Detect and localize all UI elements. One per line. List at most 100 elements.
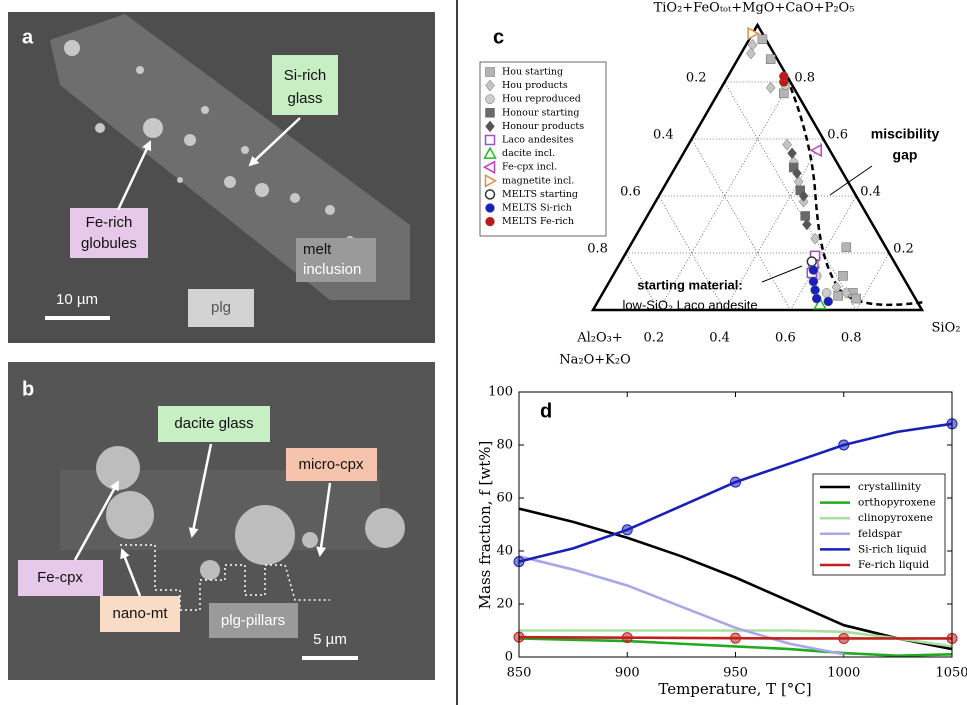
point: [730, 632, 741, 644]
grid-line: [790, 195, 857, 311]
globules: [64, 40, 354, 244]
point: [747, 26, 760, 41]
point: [798, 190, 809, 202]
label: Si-rich: [284, 67, 327, 84]
legend-box: [812, 473, 946, 576]
annotation: starting material:: [637, 277, 742, 292]
crystals: [96, 446, 405, 580]
x-tick-label: 850: [507, 666, 532, 681]
apex-label: TiO₂+FeOₜₒₜ+MgO+CaO+P₂O₅: [654, 1, 855, 16]
y-tick-label: 0: [505, 650, 513, 665]
tick-label: 0.4: [653, 128, 674, 143]
label: Fe-rich: [86, 214, 133, 231]
point: [808, 276, 819, 287]
tick-label: 0.6: [827, 128, 848, 143]
point: [765, 54, 776, 64]
arrow: [120, 548, 142, 597]
panel-letter: b: [22, 378, 34, 400]
label-box: [286, 448, 377, 481]
annotation-line: [761, 265, 803, 283]
label-box: [209, 603, 298, 638]
point: [831, 281, 842, 294]
annotation: low-SiO₂ Laco andesite: [622, 297, 757, 312]
point: [809, 143, 822, 158]
panel-c: c TiO₂+FeOₜₒₜ+MgO+CaO+P₂O₅ Al₂O₃+ Na₂O+K…: [479, 1, 961, 368]
y-tick-label: 80: [496, 438, 513, 453]
legend-label: crystallinity: [858, 481, 921, 493]
legend-label: dacite incl.: [502, 148, 555, 159]
pillar-outline: [120, 544, 330, 611]
point: [838, 439, 850, 451]
legend-label: MELTS Fe-rich: [502, 216, 574, 227]
label: plg-pillars: [221, 612, 285, 629]
x-tick-label: 1000: [827, 666, 860, 681]
label: nano-mt: [112, 605, 168, 622]
label: glass: [287, 90, 322, 107]
legend-marker: [485, 203, 495, 213]
point: [841, 287, 852, 299]
label: Fe-cpx: [37, 569, 83, 586]
label: plg: [211, 299, 231, 316]
legend-box: [479, 61, 607, 237]
label: globules: [81, 235, 137, 252]
point: [811, 293, 822, 304]
grid-line: [724, 81, 857, 311]
label-box: [70, 208, 148, 258]
tick-label: 0.2: [643, 331, 664, 346]
tick-label: 0.8: [587, 242, 608, 257]
point: [810, 285, 820, 295]
tick-label: 0.6: [775, 331, 796, 346]
point: [746, 47, 756, 60]
tick-label: 0.6: [620, 185, 641, 200]
legend-label: magnetite incl.: [502, 175, 574, 186]
legend-marker: [485, 79, 495, 92]
label-box: [158, 406, 270, 442]
legend-label: Hou reproduced: [502, 94, 581, 105]
point: [621, 632, 633, 644]
grid-line: [855, 252, 890, 311]
legend-label: clinopyroxene: [858, 512, 933, 524]
legend-marker: [485, 94, 495, 104]
legend-label: Honour products: [502, 121, 584, 132]
apex-label: SiO₂: [932, 321, 961, 336]
point: [621, 524, 633, 536]
point: [802, 218, 812, 231]
point: [779, 88, 789, 99]
arrow: [316, 482, 332, 557]
panel-letter: c: [493, 26, 504, 48]
tick-label: 0.4: [709, 331, 730, 346]
point: [782, 138, 792, 151]
grid-line: [658, 195, 725, 311]
tick-label: 0.8: [794, 71, 815, 86]
panel-d: d Temperature, T [°C] Mass fraction, f […: [476, 385, 967, 699]
tick-label: 0.4: [860, 185, 881, 200]
legend-marker: [484, 174, 498, 188]
label: micro-cpx: [298, 456, 364, 473]
panel-letter: a: [22, 26, 34, 48]
legend-label: Fe-rich liquid: [858, 559, 929, 571]
miscibility-curve: [785, 77, 926, 307]
point: [838, 632, 850, 644]
label: inclusion: [303, 261, 361, 278]
point: [813, 297, 827, 310]
apex-label: Al₂O₃+: [576, 331, 623, 346]
grid-line: [658, 81, 791, 311]
y-axis-label: Mass fraction, f [wt%]: [476, 441, 494, 610]
label-box: [18, 560, 103, 596]
annotation: gap: [893, 147, 918, 163]
label: dacite glass: [174, 415, 253, 432]
series-line: [518, 637, 953, 657]
grid: [590, 22, 925, 312]
x-tick-label: 900: [615, 666, 640, 681]
legend-marker: [482, 160, 496, 174]
legend-label: MELTS Si-rich: [502, 203, 572, 214]
panel-b: b dacite glass micro-cpx Fe-cpx nano-mt …: [8, 362, 435, 680]
annotation: miscibility: [871, 126, 940, 142]
point: [757, 34, 768, 44]
legend-label: Laco andesites: [502, 135, 574, 146]
tick-label: 0.2: [893, 242, 914, 257]
y-tick-label: 40: [496, 544, 513, 559]
legend-label: Hou starting: [502, 67, 563, 78]
point: [838, 271, 848, 281]
